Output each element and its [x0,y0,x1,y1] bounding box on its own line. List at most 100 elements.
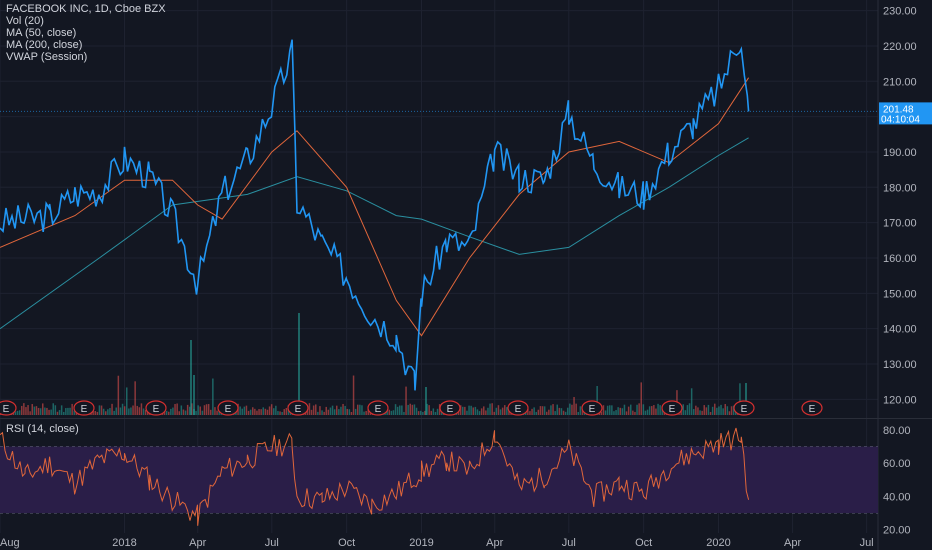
volume-bar [277,411,279,415]
volume-bar [323,411,325,415]
volume-bar [18,410,21,415]
volume-bar [493,411,495,415]
price-tick: 150.00 [883,288,917,300]
volume-bar [365,410,367,415]
volume-bar [98,405,101,415]
volume-bar [548,409,550,415]
volume-bar [119,407,122,415]
volume-bar [564,411,567,415]
volume-bar [428,405,430,415]
earnings-label: E [589,404,596,415]
rsi-legend[interactable]: RSI (14, close) [6,423,79,435]
volume-bar [201,410,204,415]
volume-bar [327,409,330,415]
volume-bar [52,403,54,415]
volume-bar [136,405,138,415]
volume-bar [411,404,414,415]
volume-bar [319,406,321,415]
volume-bar [407,404,409,415]
volume-bar [140,403,143,415]
volume-spike [425,387,427,415]
time-tick: Jul [562,537,576,549]
volume-bar [357,404,359,415]
volume-bar [325,406,327,415]
volume-spike [193,375,195,415]
earnings-marker [145,400,167,416]
volume-bar [638,403,640,415]
volume-bar [172,407,174,415]
volume-bar [35,406,38,415]
volume-bar [392,410,395,415]
time-tick: 2019 [409,537,433,549]
volume-bar [273,408,275,415]
volume-bar [363,411,365,415]
volume-bar [556,404,558,415]
earnings-label: E [447,404,454,415]
volume-bar [350,411,353,415]
volume-bar [661,408,663,415]
earnings-marker [581,400,603,416]
price-badge-bg [879,102,932,125]
volume-bar [573,397,575,415]
volume-bar [243,406,246,415]
volume-bar [630,404,632,415]
volume-bar [308,403,311,415]
volume-bar [67,407,69,415]
legend-ma50[interactable]: MA (50, close) [6,27,77,39]
legend-ma200[interactable]: MA (200, close) [6,39,83,51]
volume-bar [354,408,357,415]
volume-bar [722,408,724,415]
volume-bar [655,408,657,415]
volume-bar [483,406,485,415]
volume-bar [623,404,626,415]
volume-bar [495,407,498,415]
rsi-line [0,427,750,526]
earnings-label: E [741,404,748,415]
price-tick: 130.00 [883,359,917,371]
volume-bar [644,410,647,415]
earnings-marker [661,400,683,416]
volume-bar [409,403,411,415]
volume-bar [130,407,132,415]
volume-bar [506,407,508,415]
volume-bar [50,409,52,415]
volume-bar [684,410,687,415]
legend-vol[interactable]: Vol (20) [6,15,44,27]
time-tick: Apr [784,537,801,549]
earnings-marker [367,400,389,416]
volume-bar [567,407,569,415]
rsi-tick: 60.00 [883,458,911,470]
volume-bar [632,410,634,415]
volume-bar [562,410,565,415]
volume-bar [128,408,130,415]
volume-bar [107,409,109,415]
time-tick: 2020 [706,537,730,549]
volume-bar [405,386,407,415]
price-tick: 180.00 [883,182,917,194]
volume-bar [726,406,729,415]
volume-bar [539,406,542,415]
legend-vwap[interactable]: VWAP (Session) [6,51,88,63]
volume-bar [422,411,424,415]
volume-bar [203,405,206,415]
volume-bar [48,409,50,415]
volume-bar [134,381,136,415]
volume-bar [417,411,420,415]
volume-bar [189,406,191,415]
volume-bar [214,407,216,415]
volume-bar [182,409,185,415]
volume-bar [434,411,437,415]
earnings-label: E [3,404,10,415]
volume-bar [342,403,344,415]
volume-bar [388,409,390,415]
volume-bar [480,408,483,415]
volume-bar [126,387,128,415]
volume-bar [29,411,31,415]
volume-bar [611,405,613,415]
volume-bar [113,410,115,415]
rsi-tick: 40.00 [883,491,911,503]
volume-bar [499,409,502,415]
volume-bar [205,404,208,415]
